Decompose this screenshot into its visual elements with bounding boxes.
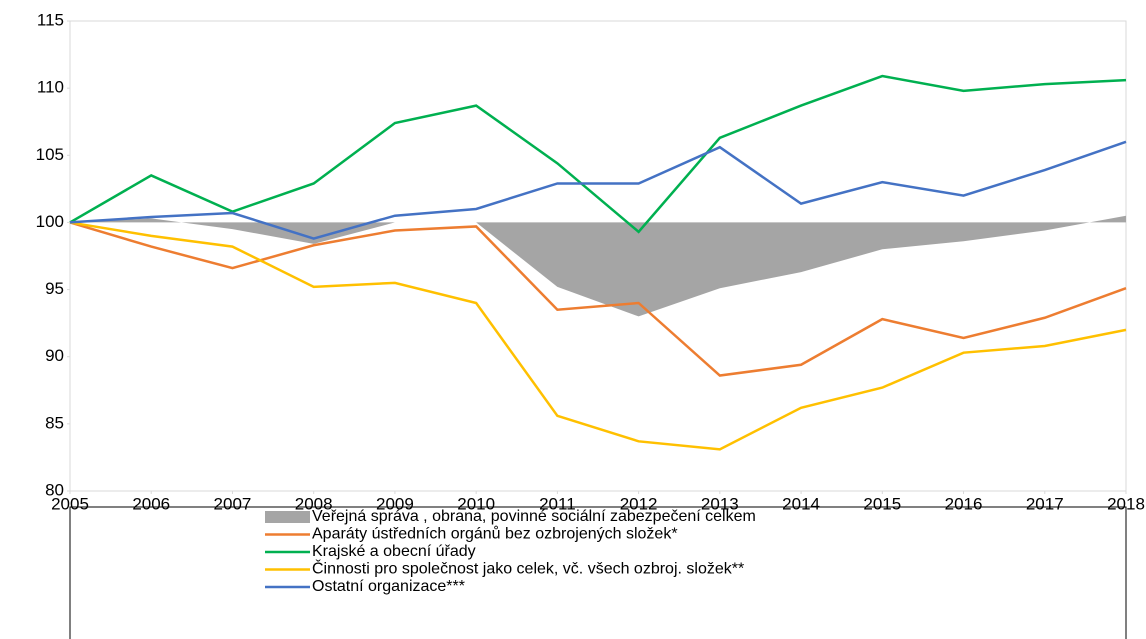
- line: [69, 221, 1127, 377]
- legend-label: Veřejná správa , obrana, povinné sociáln…: [312, 508, 756, 525]
- x-tick-label: 2006: [132, 494, 170, 513]
- legend-entry: Činnosti pro společnost jako celek, vč. …: [265, 559, 744, 578]
- plot-frame: [69, 20, 1127, 492]
- line: [69, 221, 1127, 451]
- y-tick-label: 95: [45, 279, 64, 298]
- x-tick-label: 2007: [214, 494, 252, 513]
- line: [69, 140, 1127, 240]
- x-tick-label: 2005: [51, 494, 89, 513]
- area: [70, 215, 1126, 317]
- legend-entry: Ostatní organizace***: [265, 578, 465, 595]
- y-tick-label: 110: [37, 78, 64, 97]
- y-tick-label: 80: [45, 480, 64, 499]
- legend-label: Činnosti pro společnost jako celek, vč. …: [312, 559, 744, 578]
- legend-label: Ostatní organizace***: [312, 578, 465, 595]
- x-tick-label: 2008: [295, 494, 333, 513]
- legend-entry: Veřejná správa , obrana, povinné sociáln…: [265, 508, 756, 525]
- line: [69, 74, 1127, 234]
- legend-swatch: [265, 511, 310, 523]
- y-tick-label: 90: [45, 346, 64, 365]
- x-tick-label: 2009: [376, 494, 414, 513]
- legend-label: Krajské a obecní úřady: [312, 543, 476, 560]
- x-tick-label: 2010: [457, 494, 495, 513]
- x-tick-label: 2016: [945, 494, 983, 513]
- legend-label: Aparáty ústředních orgánů bez ozbrojenýc…: [312, 525, 678, 543]
- y-tick-label: 85: [45, 413, 64, 432]
- legend-entry: Aparáty ústředních orgánů bez ozbrojenýc…: [265, 525, 678, 543]
- x-tick-label: 2014: [782, 494, 820, 513]
- x-tick-label: 2018: [1107, 494, 1145, 513]
- y-tick-label: 100: [36, 212, 64, 231]
- y-tick-label: 105: [36, 145, 64, 164]
- y-tick-label: 115: [37, 10, 64, 29]
- x-tick-label: 2015: [863, 494, 901, 513]
- x-tick-label: 2017: [1026, 494, 1064, 513]
- x-tick-label: 2012: [620, 494, 658, 513]
- legend-frame: [69, 506, 1127, 639]
- x-tick-label: 2011: [539, 494, 576, 513]
- x-tick-label: 2013: [701, 494, 739, 513]
- legend-entry: Krajské a obecní úřady: [265, 543, 476, 560]
